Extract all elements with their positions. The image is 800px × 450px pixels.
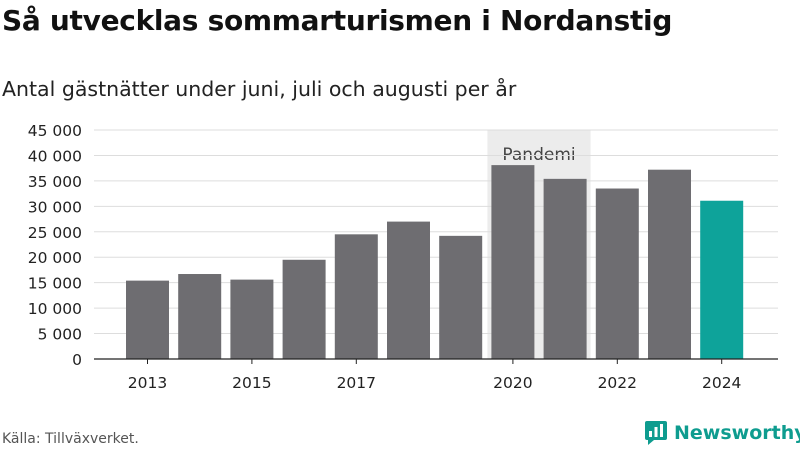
bar-2014 [178,274,222,359]
bar-2018 [387,221,430,359]
chart-title: Så utvecklas sommarturismen i Nordanstig [2,4,673,37]
bar-2015 [230,279,274,359]
newsworthy-brand: Newsworthy [645,421,800,445]
bar-2022 [595,188,639,359]
bar-2020 [491,165,535,359]
bar-2019 [439,235,483,359]
y-tick-label: 25 000 [28,224,82,242]
bar-2023 [648,169,691,359]
y-tick-label: 45 000 [28,122,82,140]
y-tick-label: 10 000 [28,300,82,318]
x-tick-label: 2013 [128,374,167,392]
x-tick-label: 2017 [337,374,376,392]
y-tick-label: 5 000 [38,326,82,344]
y-tick-label: 40 000 [28,147,82,165]
x-tick-label: 2024 [702,374,741,392]
x-tick-label: 2022 [598,374,637,392]
chart-subtitle: Antal gästnätter under juni, juli och au… [2,77,517,101]
y-tick-label: 35 000 [28,173,82,191]
x-tick-label: 2020 [493,374,532,392]
brand-name: Newsworthy [674,422,800,444]
bar-2016 [282,259,326,359]
bar-2024 [700,200,744,359]
x-tick-label: 2015 [232,374,271,392]
bar-2017 [334,234,378,359]
y-tick-label: 30 000 [28,198,82,216]
bar-2021 [543,178,587,359]
y-tick-label: 0 [72,351,82,369]
y-tick-label: 15 000 [28,275,82,293]
y-tick-label: 20 000 [28,249,82,267]
newsworthy-logo-icon [645,421,667,445]
bar-2013 [126,280,169,359]
source-note: Källa: Tillväxverket. [2,431,139,447]
